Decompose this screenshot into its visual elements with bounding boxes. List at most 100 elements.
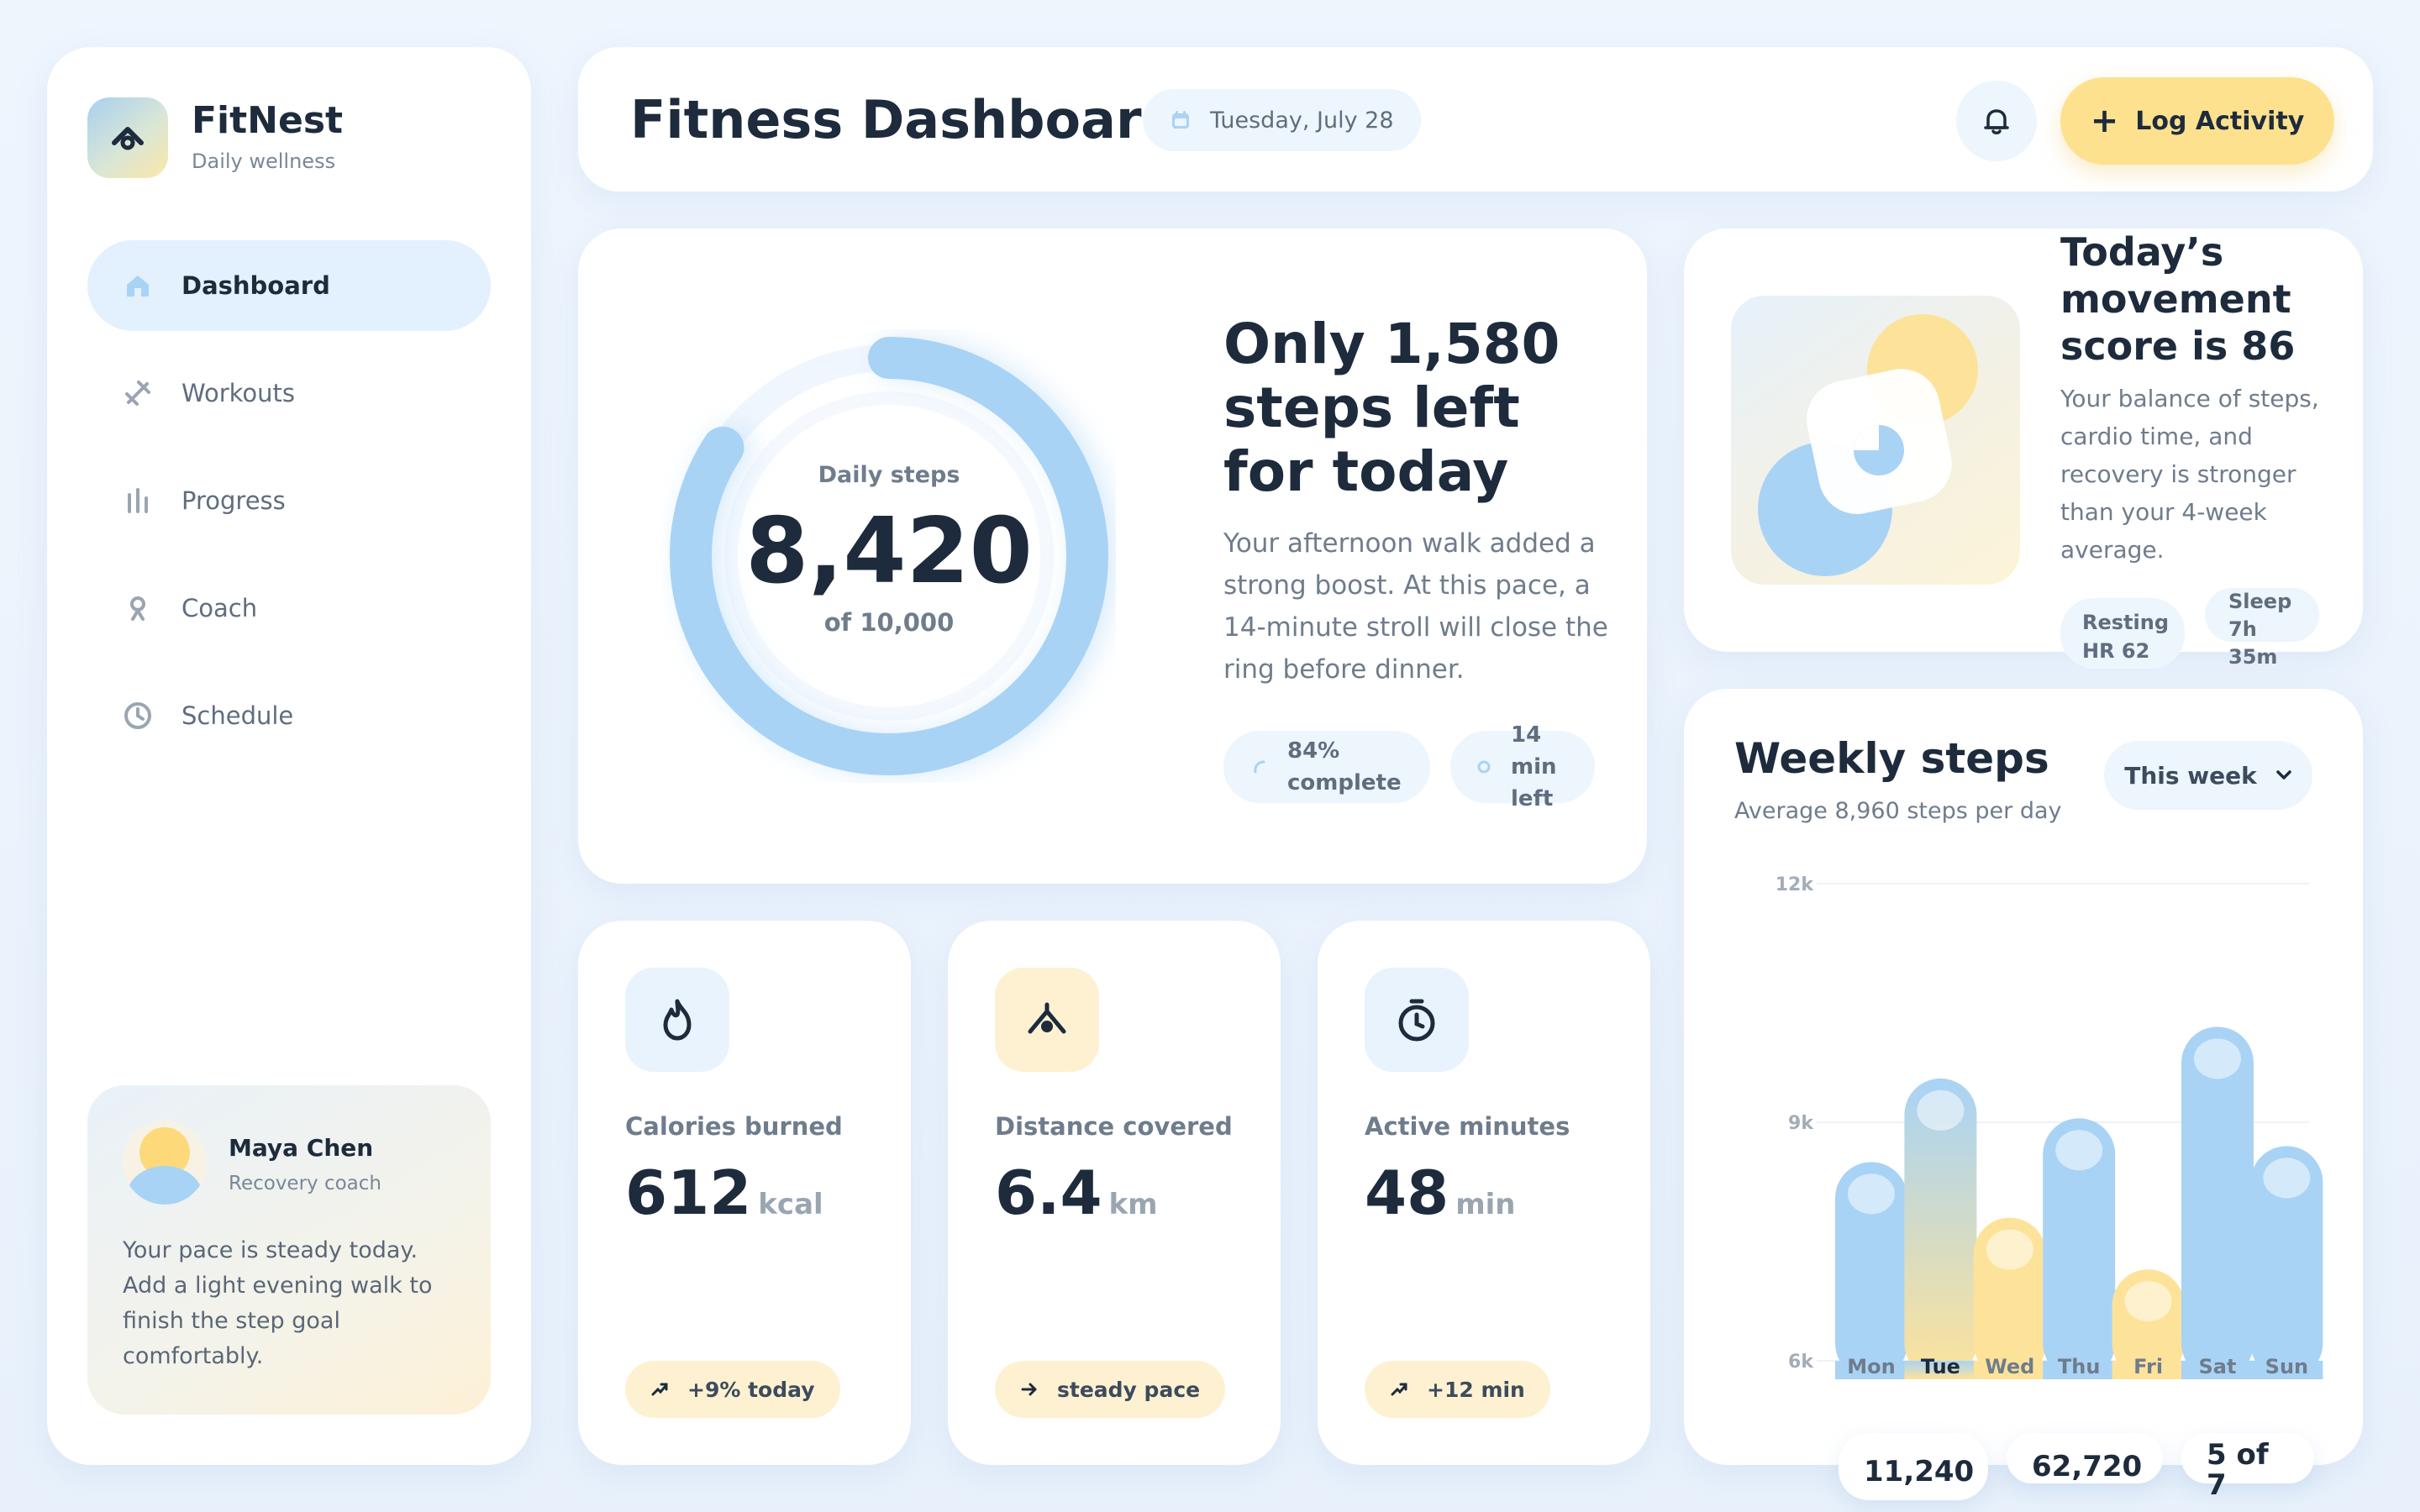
movement-score-title: Today’s movement score is 86 [2060, 229, 2296, 369]
weekly-steps-subtitle: Average 8,960 steps per day [1734, 798, 2062, 824]
plus-icon: + [2090, 102, 2119, 140]
status-badge: +9% today [625, 1361, 840, 1418]
calendar-icon [1172, 111, 1189, 129]
goal-days-value: 5 of [2207, 1438, 2269, 1472]
x-tick-label: Fri [2133, 1355, 2163, 1378]
bar-base [2250, 1361, 2323, 1379]
steps-value: 8,420 [745, 499, 1033, 604]
metric-value: 6.4 km [995, 1158, 1158, 1228]
current-date: Tuesday, July 28 [1210, 107, 1394, 134]
resting-hr-value: HR 62 [2082, 639, 2150, 663]
sleep-hours: 7h [2228, 617, 2257, 641]
metric-unit: min [1455, 1188, 1516, 1221]
coach-card[interactable]: Maya Chen Recovery coach Your pace is st… [87, 1085, 491, 1415]
weekly-steps-card: Weekly steps Average 8,960 steps per day… [1684, 689, 2363, 1500]
coach-message: Your pace is steady today. Add a light e… [123, 1237, 433, 1369]
x-tick-label: Sun [2265, 1355, 2308, 1378]
weekly-steps-title: Weekly steps [1734, 734, 2049, 783]
sidebar-item-workouts[interactable]: Workouts [87, 348, 491, 438]
badge-text: +12 min [1427, 1377, 1525, 1402]
metric-unit: kcal [758, 1188, 823, 1221]
bar-base [2181, 1361, 2254, 1379]
metric-value: 612 kcal [625, 1158, 823, 1228]
bar-highlight [2263, 1158, 2311, 1199]
sidebar-item-label: Progress [182, 486, 286, 515]
bar-base [1973, 1361, 2046, 1379]
weekly-best-value: 11,240 [1864, 1455, 1975, 1488]
bar-thu[interactable] [2043, 1118, 2116, 1379]
sidebar-item-label: Dashboard [182, 271, 330, 300]
distance-value: 6.4 [995, 1158, 1102, 1228]
brand-logo[interactable] [87, 97, 168, 178]
stopwatch-icon [1365, 968, 1469, 1072]
bar-highlight [1848, 1173, 1895, 1215]
sidebar-item-progress[interactable]: Progress [87, 455, 491, 546]
sidebar-item-schedule[interactable]: Schedule [87, 670, 491, 761]
steps-description: Your afternoon walk added a strong boost… [1223, 528, 1608, 685]
badge-text: +9% today [687, 1377, 815, 1402]
week-range-select[interactable]: This week [2104, 741, 2312, 810]
complete-pill-label: complete [1287, 770, 1402, 795]
bar-base [2043, 1361, 2116, 1379]
sleep-label: Sleep [2228, 590, 2292, 613]
bar-highlight [1986, 1229, 2033, 1270]
sidebar-item-dashboard[interactable]: Dashboard [87, 240, 491, 331]
x-tick-label: Thu [2058, 1355, 2101, 1378]
page-title: Fitness Dashboard [630, 89, 1179, 150]
date-chip[interactable]: Tuesday, July 28 [1143, 89, 1421, 151]
y-tick-label: 6k [1788, 1352, 1814, 1373]
sleep-minutes: 35m [2228, 645, 2278, 669]
sidebar-item-label: Coach [182, 594, 258, 622]
bar-sun[interactable] [2250, 1146, 2323, 1379]
resting-hr-label: Resting [2082, 611, 2170, 634]
metric-label: Distance covered [995, 1112, 1233, 1141]
coach-name: Maya Chen [229, 1134, 374, 1162]
week-range-value: This week [2124, 761, 2257, 790]
calories-value: 612 [625, 1158, 752, 1228]
home-icon [121, 269, 155, 302]
bar-highlight [2055, 1130, 2103, 1171]
bell-icon [1984, 109, 2009, 134]
badge-text: steady pace [1057, 1377, 1201, 1402]
brand-tagline: Daily wellness [192, 150, 336, 173]
steps-label: Daily steps [818, 462, 960, 488]
active-minutes-value: 48 [1365, 1158, 1449, 1228]
bar-mon[interactable] [1835, 1162, 1907, 1379]
movement-score-card: Today’s movement score is 86 Your balanc… [1684, 228, 2363, 669]
movement-illustration [1731, 296, 2020, 585]
goal-days-chip: 5 of 7 [2181, 1433, 2314, 1500]
bar-tue[interactable] [1904, 1078, 1977, 1379]
sidebar-item-label: Schedule [182, 701, 294, 730]
weekly-total-chip: 62,720 [2007, 1433, 2163, 1483]
steps-ring: Daily steps 8,420 of 10,000 [662, 329, 1116, 783]
y-tick-label: 9k [1788, 1113, 1814, 1134]
metric-value: 48 min [1365, 1158, 1516, 1228]
x-tick-label: Wed [1985, 1355, 2034, 1378]
bar-base [2112, 1361, 2185, 1379]
bar-sat[interactable] [2181, 1026, 2254, 1379]
logo-icon [112, 127, 144, 150]
sidebar-nav: Dashboard Workouts Progress Coach Schedu… [87, 240, 491, 778]
daily-steps-card: Daily steps 8,420 of 10,000 Only 1,580 s… [578, 228, 1647, 884]
time-left-label: left [1511, 786, 1554, 811]
brand-name: FitNest [192, 99, 344, 142]
distance-card: Distance covered 6.4 km steady pace [948, 921, 1281, 1465]
weekly-total-value: 62,720 [2032, 1450, 2143, 1483]
status-badge: steady pace [995, 1361, 1226, 1418]
bar-highlight [2124, 1281, 2172, 1322]
steps-heading: Only 1,580 steps left for today [1223, 312, 1560, 504]
sidebar-item-coach[interactable]: Coach [87, 563, 491, 654]
trend-up-icon [1391, 1383, 1407, 1396]
time-left-unit: min [1511, 754, 1557, 780]
notifications-button[interactable] [1956, 81, 2037, 161]
y-tick-label: 12k [1776, 874, 1815, 895]
clock-icon [121, 699, 155, 732]
resting-hr-pill: Resting HR 62 [2060, 598, 2185, 669]
person-icon [121, 591, 155, 625]
arrow-right-icon [1021, 1383, 1037, 1396]
calories-card: Calories burned 612 kcal +9% today [578, 921, 911, 1465]
top-header: Fitness Dashboard Tuesday, July 28 + Log… [578, 47, 2373, 192]
log-activity-button[interactable]: + Log Activity [2060, 77, 2334, 165]
coach-role: Recovery coach [229, 1173, 381, 1194]
status-badge: +12 min [1365, 1361, 1550, 1418]
